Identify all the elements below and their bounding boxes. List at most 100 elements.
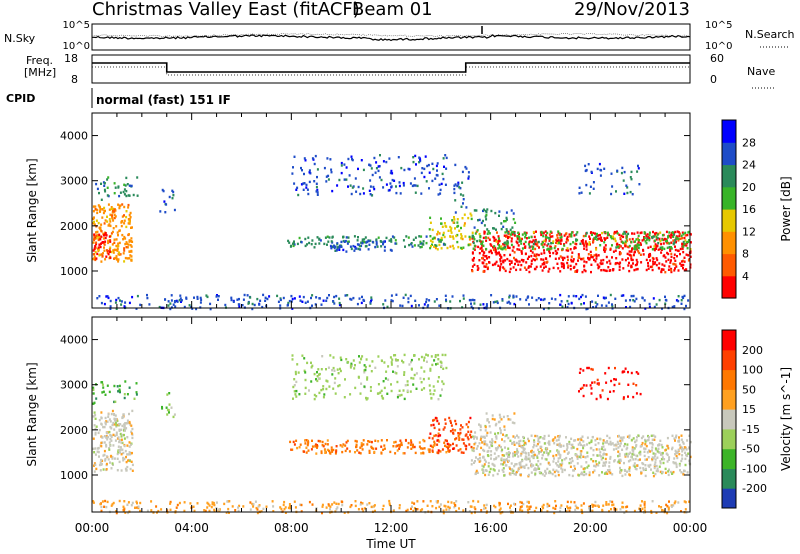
power-cell: [511, 226, 514, 229]
power-cell: [440, 217, 442, 220]
power-cell: [523, 266, 526, 269]
power-cell: [551, 241, 554, 245]
velocity-cell: [367, 440, 370, 443]
power-cell: [492, 248, 495, 252]
velocity-cell: [117, 390, 120, 393]
power-cell: [172, 190, 175, 194]
power-cell: [682, 240, 685, 244]
power-cell: [422, 240, 425, 243]
power-cell: [346, 294, 349, 297]
velocity-cell: [536, 467, 539, 471]
velocity-cell: [588, 441, 591, 445]
velocity-cell: [514, 436, 516, 439]
velocity-cell: [470, 445, 473, 449]
velocity-cell: [328, 504, 331, 507]
velocity-cell: [114, 400, 117, 403]
power-cell: [402, 181, 405, 185]
velocity-cell: [597, 383, 600, 386]
power-cell: [653, 262, 656, 265]
power-cell: [311, 294, 314, 297]
power-cell: [146, 296, 149, 300]
velocity-cell: [150, 500, 153, 503]
velocity-cell: [439, 450, 442, 453]
power-cell: [107, 176, 110, 179]
velocity-cell: [344, 449, 347, 453]
velocity-cell: [568, 507, 571, 510]
velocity-cell: [380, 445, 383, 448]
power-cell: [557, 267, 560, 270]
power-cell: [505, 216, 508, 220]
velocity-cell: [528, 457, 531, 460]
velocity-colorbar-swatch: [722, 428, 736, 450]
power-cell: [453, 184, 456, 187]
power-colorbar-swatch: [722, 209, 736, 232]
velocity-cell: [403, 353, 406, 357]
velocity-cell: [635, 384, 638, 387]
velocity-cell: [676, 456, 679, 460]
power-cell: [94, 258, 97, 262]
velocity-cell: [93, 424, 96, 427]
velocity-cell: [519, 439, 522, 443]
velocity-cell: [500, 445, 502, 449]
power-cell: [532, 230, 535, 234]
velocity-cell: [116, 452, 119, 456]
power-cell: [614, 249, 617, 252]
velocity-cell: [524, 441, 527, 445]
velocity-cell: [398, 443, 401, 447]
power-cell: [364, 236, 367, 239]
velocity-cell: [421, 508, 424, 511]
power-cell: [506, 301, 509, 304]
power-cell: [499, 258, 502, 261]
power-cell: [139, 303, 142, 307]
velocity-cell: [94, 417, 97, 420]
velocity-cell: [114, 414, 117, 417]
velocity-cell: [594, 443, 597, 446]
power-cell: [343, 178, 346, 181]
velocity-cell: [654, 458, 657, 461]
power-cell: [266, 297, 269, 301]
power-cell: [580, 240, 583, 243]
power-cell: [326, 243, 328, 246]
power-cell: [683, 307, 686, 311]
velocity-cell: [507, 455, 509, 458]
power-cell: [535, 255, 538, 258]
velocity-cell: [415, 372, 418, 375]
velocity-cell: [109, 461, 111, 464]
velocity-cell: [498, 508, 501, 512]
velocity-cell: [599, 451, 602, 454]
power-cell: [113, 248, 116, 251]
velocity-cell: [582, 384, 585, 387]
power-cell: [583, 268, 586, 272]
velocity-cell: [458, 436, 461, 440]
power-cell: [319, 239, 322, 242]
power-cell: [164, 211, 167, 214]
velocity-cell: [117, 436, 120, 439]
velocity-cell: [594, 504, 597, 507]
power-cell: [602, 258, 605, 262]
velocity-cell: [102, 386, 105, 389]
power-cell: [399, 192, 402, 195]
velocity-cell: [584, 456, 587, 459]
power-cell: [449, 225, 452, 229]
power-cell: [303, 172, 305, 176]
velocity-cell: [483, 458, 486, 462]
power-cell: [444, 294, 447, 297]
power-cell: [425, 235, 428, 238]
velocity-cell: [633, 465, 636, 468]
power-cell: [429, 221, 432, 224]
power-cell: [528, 303, 530, 306]
power-cell: [588, 235, 591, 238]
velocity-cell: [643, 506, 646, 509]
velocity-cell: [429, 500, 432, 503]
power-cell: [454, 227, 456, 230]
power-cell: [635, 248, 638, 251]
power-cell: [418, 235, 421, 238]
velocity-cell: [515, 473, 517, 476]
power-cell: [473, 244, 476, 247]
power-cell: [308, 169, 311, 172]
power-cell: [509, 267, 512, 271]
velocity-cell: [609, 457, 612, 460]
power-cell: [293, 243, 296, 246]
power-cell: [584, 269, 587, 273]
power-cell: [512, 246, 515, 249]
